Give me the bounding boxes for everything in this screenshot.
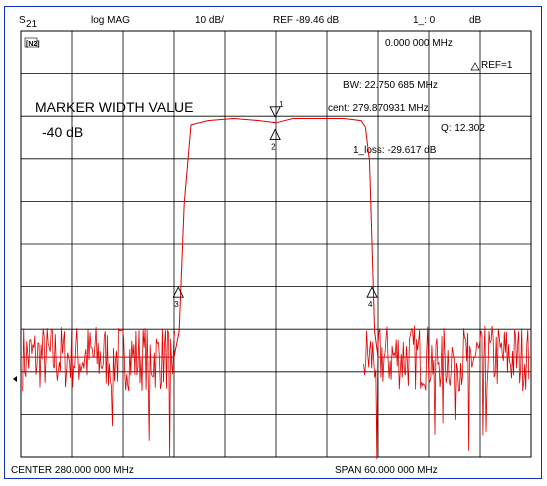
marker-width-title: MARKER WIDTH VALUE	[35, 99, 193, 115]
marker-2: 2	[269, 128, 281, 152]
markers: 1 2 3 4	[172, 100, 378, 309]
marker-width-value: -40 dB	[42, 124, 83, 140]
bw-readout: BW: 22.750 685 MHz	[343, 80, 438, 91]
ref-marker: REF=1	[481, 60, 513, 71]
trace-line	[21, 117, 531, 358]
param-subscript: 21	[26, 19, 38, 30]
s21-chart: S 21 log MAG 10 dB/ REF -89.46 dB 1_: 0 …	[11, 15, 532, 476]
marker-1: 1	[269, 100, 284, 118]
cent-readout: cent: 279.870931 MHz	[328, 103, 429, 114]
network-analyzer-screen: S 21 log MAG 10 dB/ REF -89.46 dB 1_: 0 …	[4, 6, 542, 479]
marker-freq: 0.000 000 MHz	[385, 38, 453, 49]
scale-label: 10 dB/	[195, 15, 224, 26]
noise-trace-2	[363, 325, 530, 460]
marker-label-2: 2	[271, 143, 276, 152]
marker-label-4: 4	[368, 300, 373, 309]
ref-position-arrow	[13, 376, 17, 382]
graticule	[20, 30, 532, 458]
marker-unit: dB	[469, 15, 482, 26]
marker-triangle-3	[172, 286, 184, 298]
format-label: log MAG	[91, 15, 130, 26]
center-label: CENTER 280.000 000 MHz	[11, 465, 134, 476]
marker-triangle-1	[269, 106, 281, 118]
delta-icon	[470, 62, 480, 71]
status-icon: [N2]	[26, 41, 40, 48]
q-readout: Q: 12.302	[441, 123, 485, 134]
marker-label-3: 3	[174, 300, 179, 309]
marker-triangle-4	[366, 286, 378, 298]
span-label: SPAN 60.000 000 MHz	[335, 465, 438, 476]
ref-label: REF -89.46 dB	[273, 15, 339, 26]
loss-readout: 1_loss: -29.617 dB	[353, 145, 437, 156]
status-icon-frame	[24, 37, 38, 48]
marker-4: 4	[366, 286, 378, 309]
marker-readout: 1_: 0	[413, 15, 436, 26]
param-label: S	[19, 15, 26, 26]
marker-3: 3	[172, 286, 184, 309]
noise-floor	[22, 325, 530, 460]
noise-trace-1	[22, 327, 176, 458]
marker-label-1: 1	[279, 100, 284, 109]
marker-triangle-2	[269, 128, 281, 141]
